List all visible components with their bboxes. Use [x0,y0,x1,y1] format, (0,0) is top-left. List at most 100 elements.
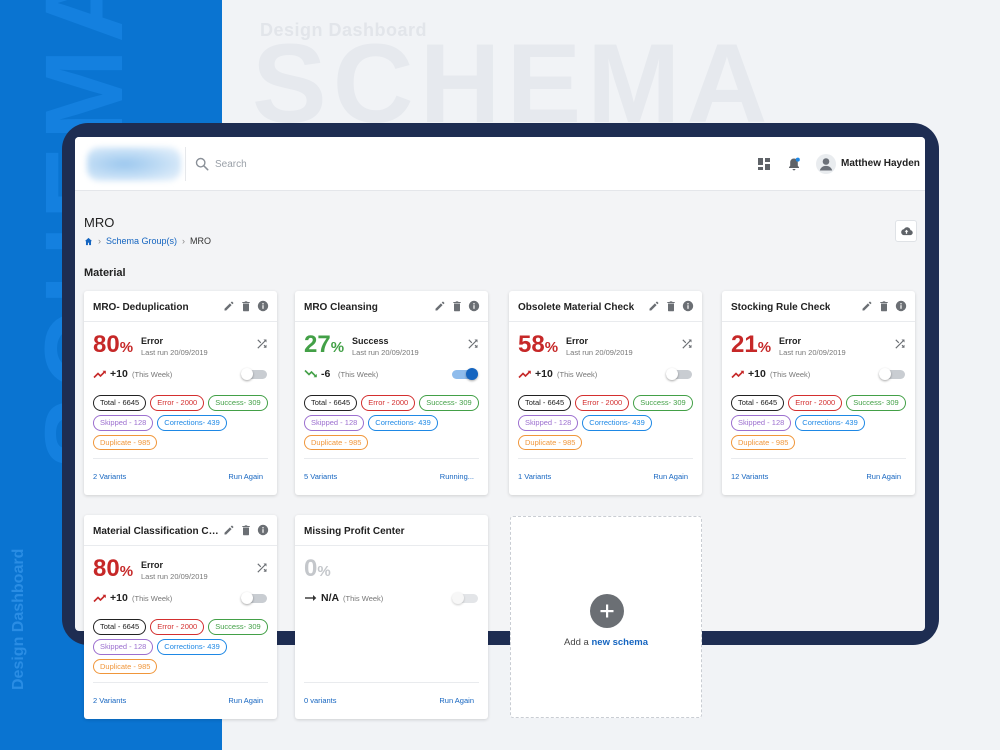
pill-skipped[interactable]: Skipped - 128 [518,414,579,431]
trash-icon[interactable] [451,300,463,312]
pill-duplicate[interactable]: Duplicate - 985 [93,658,158,675]
run-again-button[interactable]: Run Again [653,472,688,481]
shuffle-icon[interactable] [256,338,268,350]
pencil-icon[interactable] [434,300,446,312]
bell-icon[interactable] [786,156,802,172]
pill-error[interactable]: Error - 2000 [788,395,843,411]
cloud-upload-button[interactable] [895,220,917,242]
pill-total[interactable]: Total - 6645 [518,395,572,411]
pill-error[interactable]: Error - 2000 [361,395,416,411]
pill-corrections[interactable]: Corrections- 439 [582,414,652,431]
schedule-toggle[interactable] [666,368,692,380]
pill-corrections[interactable]: Corrections- 439 [157,414,227,431]
new-schema-link[interactable]: new schema [591,637,648,648]
pill-skipped[interactable]: Skipped - 128 [93,414,154,431]
trend-period: (This Week) [557,370,598,379]
pencil-icon[interactable] [861,300,873,312]
schema-card-obsolete-material-check[interactable]: Obsolete Material Check 58% Error Last r… [509,291,702,495]
pill-success[interactable]: Success- 309 [846,395,906,411]
pill-success[interactable]: Success- 309 [208,395,268,411]
pill-total[interactable]: Total - 6645 [93,395,147,411]
shuffle-icon[interactable] [894,338,906,350]
schedule-toggle[interactable] [452,592,478,604]
trash-icon[interactable] [878,300,890,312]
pill-success[interactable]: Success- 309 [419,395,479,411]
percent-number: 21 [731,331,758,358]
status-label: Error [141,336,164,346]
pill-duplicate[interactable]: Duplicate - 985 [731,434,796,451]
info-icon[interactable] [257,524,269,536]
pill-error[interactable]: Error - 2000 [150,395,205,411]
pill-corrections[interactable]: Corrections- 439 [368,414,438,431]
variants-link[interactable]: 0 variants [304,696,337,705]
shuffle-icon[interactable] [467,338,479,350]
trend-value: +10 [110,592,128,604]
pencil-icon[interactable] [223,300,235,312]
trash-icon[interactable] [665,300,677,312]
pill-total[interactable]: Total - 6645 [93,619,147,635]
schedule-toggle[interactable] [241,592,267,604]
breadcrumb-link-schema-groups[interactable]: Schema Group(s) [106,236,178,246]
add-schema-card[interactable]: Add a new schema [510,516,702,718]
dashboard-icon[interactable] [756,156,772,172]
run-again-button[interactable]: Run Again [866,472,901,481]
pill-duplicate[interactable]: Duplicate - 985 [304,434,369,451]
pill-skipped[interactable]: Skipped - 128 [304,414,365,431]
pencil-icon[interactable] [648,300,660,312]
run-again-button[interactable]: Run Again [228,472,263,481]
schedule-toggle[interactable] [241,368,267,380]
trash-icon[interactable] [240,524,252,536]
schedule-toggle[interactable] [452,368,478,380]
pill-success[interactable]: Success- 309 [633,395,693,411]
trend-down-icon [304,369,317,378]
schema-card-material-classification[interactable]: Material Classification Ch... 80% Error … [84,515,277,719]
status-label: Success [352,336,389,346]
pill-skipped[interactable]: Skipped - 128 [731,414,792,431]
variants-link[interactable]: 2 Variants [93,696,127,705]
percent-number: 27 [304,331,331,358]
schedule-toggle[interactable] [879,368,905,380]
schema-card-mro-deduplication[interactable]: MRO- Deduplication 80% Error Last run 20… [84,291,277,495]
logo[interactable] [87,147,181,181]
variants-link[interactable]: 5 Variants [304,472,338,481]
trash-icon[interactable] [240,300,252,312]
user-menu[interactable]: Matthew Hayden [841,158,925,169]
pill-duplicate[interactable]: Duplicate - 985 [518,434,583,451]
schema-card-missing-profit-center[interactable]: Missing Profit Center 0% N/A (This Week)… [295,515,488,719]
pill-error[interactable]: Error - 2000 [150,619,205,635]
variants-link[interactable]: 1 Variants [518,472,552,481]
pill-corrections[interactable]: Corrections- 439 [157,638,227,655]
pill-corrections[interactable]: Corrections- 439 [795,414,865,431]
pencil-icon[interactable] [223,524,235,536]
last-run: Last run 20/09/2019 [141,572,208,581]
schema-card-mro-cleansing[interactable]: MRO Cleansing 27% Success Last run 20/09… [295,291,488,495]
info-icon[interactable] [682,300,694,312]
search-input[interactable] [215,155,415,173]
shuffle-icon[interactable] [256,562,268,574]
search-icon [195,157,209,171]
user-icon [819,158,833,171]
home-icon[interactable] [84,237,93,246]
add-schema-button[interactable] [590,594,624,628]
variants-link[interactable]: 12 Variants [731,472,769,481]
info-icon[interactable] [257,300,269,312]
pill-duplicate[interactable]: Duplicate - 985 [93,434,158,451]
percent-symbol: % [330,339,345,356]
pill-total[interactable]: Total - 6645 [731,395,785,411]
pill-success[interactable]: Success- 309 [208,619,268,635]
shuffle-icon[interactable] [681,338,693,350]
pill-skipped[interactable]: Skipped - 128 [93,638,154,655]
trend-period: (This Week) [770,370,811,379]
pill-total[interactable]: Total - 6645 [304,395,358,411]
variants-link[interactable]: 2 Variants [93,472,127,481]
info-icon[interactable] [895,300,907,312]
info-icon[interactable] [468,300,480,312]
pill-error[interactable]: Error - 2000 [575,395,630,411]
card-actions [223,524,269,536]
run-again-button[interactable]: Run Again [439,696,474,705]
card-title: Stocking Rule Check [731,302,831,313]
avatar[interactable] [816,154,836,174]
run-again-button[interactable]: Run Again [228,696,263,705]
schema-card-stocking-rule-check[interactable]: Stocking Rule Check 21% Error Last run 2… [722,291,915,495]
running-status[interactable]: Running... [439,472,474,481]
